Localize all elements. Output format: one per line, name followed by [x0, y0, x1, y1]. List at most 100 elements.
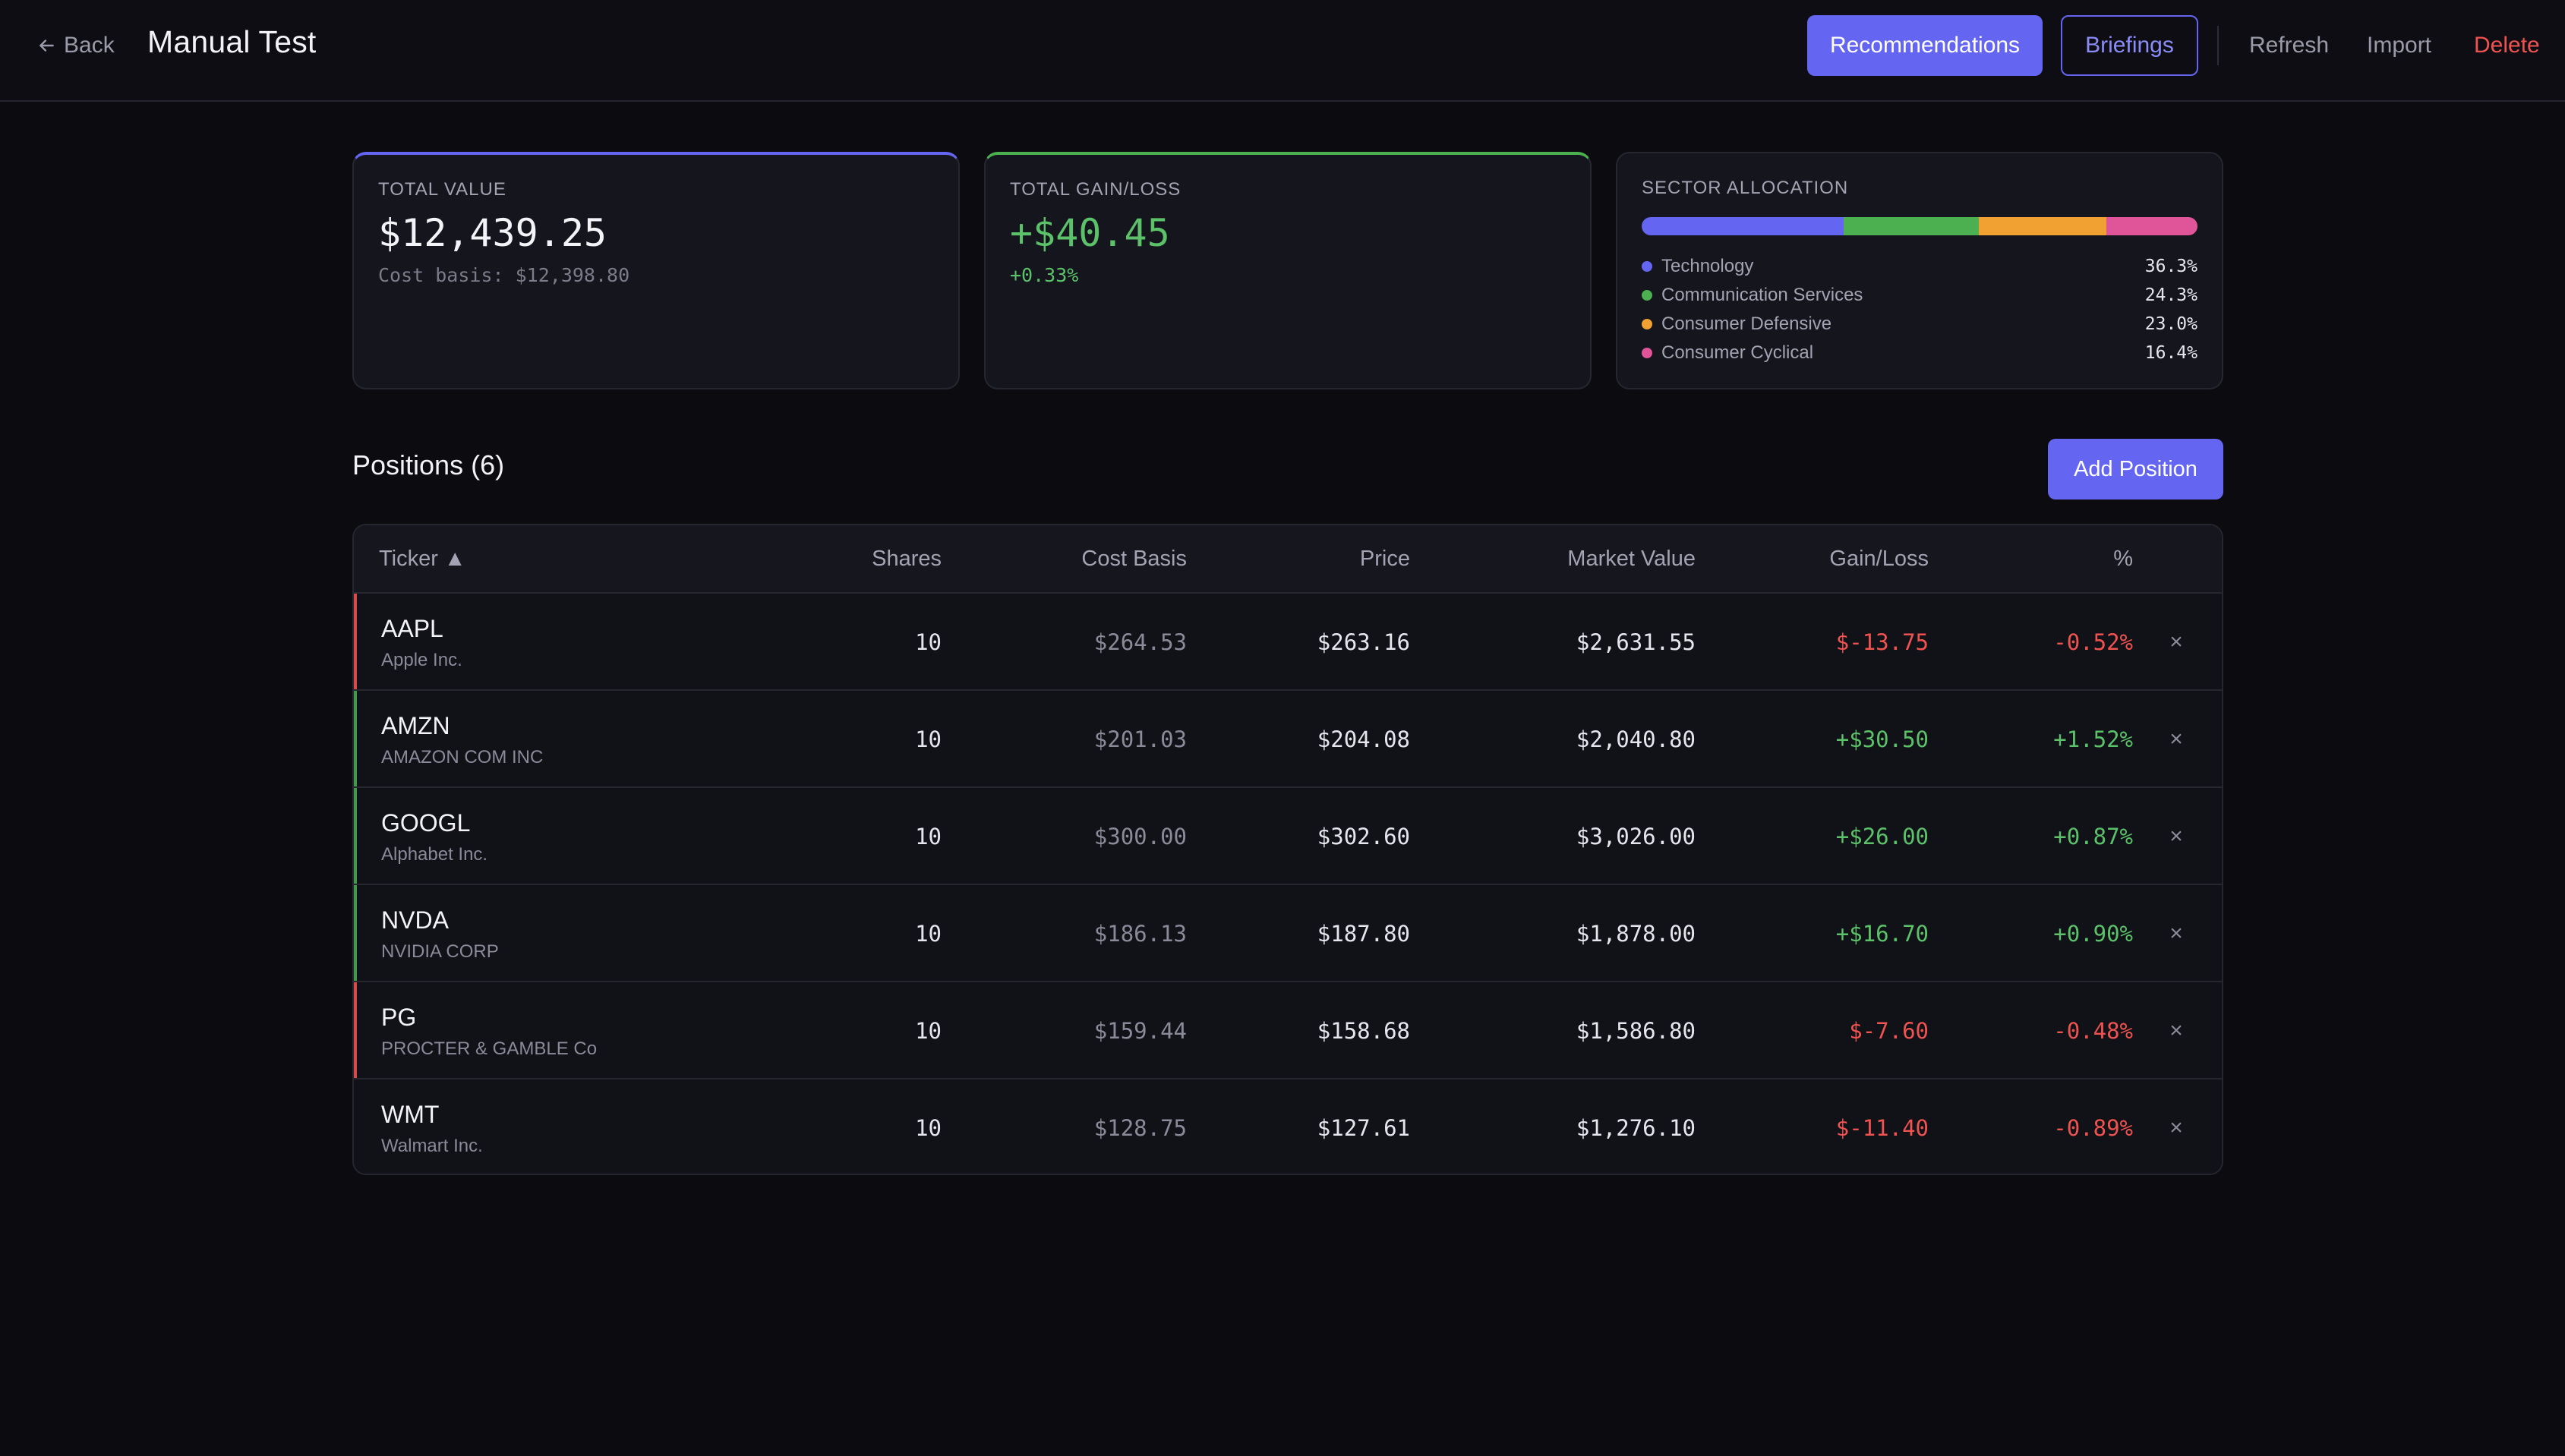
row-accent	[354, 594, 357, 689]
remove-position-icon[interactable]: ×	[2169, 629, 2183, 654]
cost-basis-value: $201.03	[1093, 726, 1187, 752]
price-value: $158.68	[1317, 1018, 1410, 1044]
sector-dot-icon	[1642, 319, 1652, 329]
remove-position-icon[interactable]: ×	[2169, 921, 2183, 946]
table-header: Ticker ▲ Shares Cost Basis Price Market …	[354, 525, 2222, 594]
table-row[interactable]: PG PROCTER & GAMBLE Co 10 $159.44 $158.68 $1,…	[354, 982, 2222, 1079]
sector-percent: 24.3%	[2144, 285, 2197, 305]
shares-value: 10	[915, 1018, 942, 1044]
back-button[interactable]: Back	[36, 29, 115, 62]
gain-loss-percent: -0.48%	[2053, 1018, 2133, 1044]
sector-allocation-bar	[1642, 217, 2197, 235]
table-row[interactable]: NVDA NVIDIA CORP 10 $186.13 $187.80 $1,878.00…	[354, 885, 2222, 982]
gain-loss-percent: +0.87%	[2053, 824, 2133, 849]
sector-dot-icon	[1642, 290, 1652, 301]
col-shares-header[interactable]: Shares	[872, 547, 942, 571]
shares-value: 10	[915, 824, 942, 849]
market-value: $3,026.00	[1576, 824, 1696, 849]
market-value: $2,631.55	[1576, 629, 1696, 655]
sector-legend-item: Technology 36.3%	[1642, 252, 2197, 281]
recommendations-button[interactable]: Recommendations	[1807, 15, 2043, 76]
company-name: AMAZON COM INC	[381, 747, 544, 767]
remove-position-icon[interactable]: ×	[2169, 1018, 2183, 1043]
shares-value: 10	[915, 921, 942, 947]
positions-table: Ticker ▲ Shares Cost Basis Price Market …	[352, 524, 2223, 1175]
market-value: $2,040.80	[1576, 726, 1696, 752]
col-market-value-header[interactable]: Market Value	[1567, 547, 1696, 571]
sector-name: Consumer Cyclical	[1661, 342, 1814, 363]
allocation-segment	[1642, 217, 1844, 235]
row-accent	[354, 885, 357, 981]
company-name: PROCTER & GAMBLE Co	[381, 1038, 598, 1059]
market-value: $1,878.00	[1576, 921, 1696, 947]
allocation-segment	[2106, 217, 2197, 235]
total-gain-percent: +0.33%	[1010, 264, 1079, 286]
gain-loss-percent: +0.90%	[2053, 921, 2133, 947]
gain-loss-value: +$26.00	[1835, 824, 1929, 849]
header-divider	[2217, 26, 2219, 65]
total-value-card: TOTAL VALUE $12,439.25 Cost basis: $12,3…	[352, 152, 960, 389]
ticker-symbol: GOOGL	[381, 809, 471, 837]
ticker-symbol: PG	[381, 1004, 417, 1031]
company-name: NVIDIA CORP	[381, 941, 499, 962]
total-value-label: TOTAL VALUE	[378, 179, 506, 200]
sector-legend-item: Communication Services 24.3%	[1642, 281, 2197, 310]
ticker-symbol: AAPL	[381, 615, 443, 642]
col-percent-header[interactable]: %	[2113, 547, 2133, 571]
gain-loss-value: +$16.70	[1835, 921, 1929, 947]
cost-basis-text: Cost basis: $12,398.80	[378, 264, 630, 286]
col-gain-header[interactable]: Gain/Loss	[1829, 547, 1929, 571]
gain-loss-value: +$30.50	[1835, 726, 1929, 752]
row-accent	[354, 982, 357, 1078]
remove-position-icon[interactable]: ×	[2169, 726, 2183, 752]
sector-legend-item: Consumer Defensive 23.0%	[1642, 310, 2197, 339]
cost-basis-value: $264.53	[1093, 629, 1187, 655]
arrow-left-icon	[39, 39, 54, 52]
gain-loss-percent: +1.52%	[2053, 726, 2133, 752]
ticker-symbol: AMZN	[381, 712, 450, 739]
refresh-button[interactable]: Refresh	[2249, 33, 2330, 58]
import-button[interactable]: Import	[2367, 33, 2432, 58]
briefings-button[interactable]: Briefings	[2061, 15, 2198, 76]
sector-percent: 36.3%	[2144, 257, 2197, 276]
col-cost-header[interactable]: Cost Basis	[1081, 547, 1187, 571]
table-row[interactable]: GOOGL Alphabet Inc. 10 $300.00 $302.60 $3,026…	[354, 788, 2222, 885]
price-value: $187.80	[1317, 921, 1410, 947]
table-row[interactable]: AMZN AMAZON COM INC 10 $201.03 $204.08 $2,040…	[354, 691, 2222, 788]
price-value: $204.08	[1317, 726, 1410, 752]
sector-allocation-label: SECTOR ALLOCATION	[1642, 178, 1849, 198]
positions-title: Positions (6)	[352, 449, 505, 481]
sector-name: Communication Services	[1661, 285, 1863, 305]
gain-loss-percent: -0.89%	[2053, 1115, 2133, 1141]
sector-allocation-card: SECTOR ALLOCATION Technology 36.3% Communi…	[1616, 152, 2223, 389]
total-gain-card: TOTAL GAIN/LOSS +$40.45 +0.33%	[984, 152, 1592, 389]
sector-percent: 16.4%	[2144, 343, 2197, 363]
sector-legend: Technology 36.3% Communication Services 24.…	[1642, 252, 2197, 367]
company-name: Apple Inc.	[381, 650, 462, 670]
delete-button[interactable]: Delete	[2474, 33, 2540, 58]
row-accent	[354, 691, 357, 786]
gain-loss-value: $-11.40	[1835, 1115, 1929, 1141]
allocation-segment	[1843, 217, 1979, 235]
total-value-amount: $12,439.25	[378, 211, 607, 255]
price-value: $263.16	[1317, 629, 1410, 655]
allocation-segment	[1978, 217, 2106, 235]
table-row[interactable]: AAPL Apple Inc. 10 $264.53 $263.16 $2,631.55 $…	[354, 594, 2222, 691]
col-ticker-header[interactable]: Ticker ▲	[379, 547, 466, 571]
sector-name: Consumer Defensive	[1661, 314, 1832, 334]
col-price-header[interactable]: Price	[1359, 547, 1410, 571]
shares-value: 10	[915, 629, 942, 655]
table-row[interactable]: WMT Walmart Inc. 10 $128.75 $127.61 $1,276.10…	[354, 1079, 2222, 1174]
cost-basis-value: $128.75	[1093, 1115, 1187, 1141]
add-position-button[interactable]: Add Position	[2048, 439, 2223, 500]
sector-percent: 23.0%	[2144, 314, 2197, 334]
sector-dot-icon	[1642, 348, 1652, 358]
back-label: Back	[64, 33, 115, 58]
remove-position-icon[interactable]: ×	[2169, 824, 2183, 849]
sector-dot-icon	[1642, 261, 1652, 272]
total-gain-amount: +$40.45	[1010, 211, 1170, 255]
remove-position-icon[interactable]: ×	[2169, 1115, 2183, 1140]
gain-loss-value: $-7.60	[1849, 1018, 1929, 1044]
cost-basis-value: $300.00	[1093, 824, 1187, 849]
ticker-symbol: NVDA	[381, 906, 449, 934]
